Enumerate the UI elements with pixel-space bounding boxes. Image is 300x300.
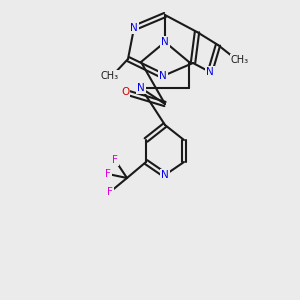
Text: O: O [121,87,129,97]
Text: N: N [161,37,169,47]
Text: F: F [112,155,118,165]
Text: N: N [161,170,169,180]
Text: N: N [206,67,214,77]
Text: N: N [159,71,167,81]
Text: CH₃: CH₃ [101,71,119,81]
Text: N: N [130,23,138,33]
Text: F: F [107,187,113,197]
Text: N: N [137,83,145,93]
Text: CH₃: CH₃ [231,55,249,65]
Text: F: F [105,169,111,179]
